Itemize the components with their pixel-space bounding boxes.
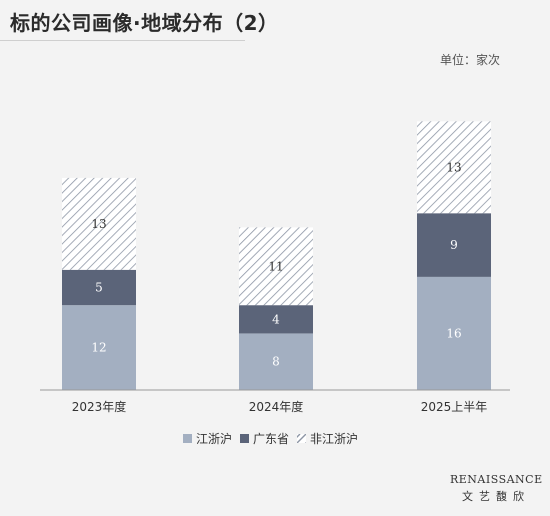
data-label: 8 bbox=[272, 355, 280, 369]
page-title: 标的公司画像·地域分布（2） bbox=[10, 11, 279, 35]
bar-segment-jiangzhehu bbox=[417, 276, 491, 390]
legend-label: 广东省 bbox=[253, 432, 290, 446]
logo-english: RENAISSANCE bbox=[450, 473, 543, 486]
bar-segment-non-jiangzhehu bbox=[62, 177, 136, 270]
legend-swatch-non-jiangzhehu bbox=[297, 434, 307, 443]
legend-item-jiangzhehu: 江浙沪 bbox=[183, 430, 232, 447]
data-label: 13 bbox=[91, 217, 106, 231]
bar-segment-guangdong bbox=[239, 305, 313, 334]
stacked-bar-chart: 12 5 13 2023年度 8 4 11 2024年度 16 9 13 2025上半年 bbox=[40, 121, 510, 414]
data-label: 9 bbox=[450, 238, 458, 252]
bar-segment-jiangzhehu bbox=[239, 333, 313, 390]
unit-label: 单位：家次 bbox=[440, 53, 501, 67]
legend-item-guangdong: 广东省 bbox=[240, 430, 289, 447]
x-tick-label: 2024年度 bbox=[249, 399, 304, 414]
legend: 江浙沪 广东省 非江浙沪 bbox=[183, 430, 366, 447]
data-label: 4 bbox=[272, 312, 280, 326]
logo-chinese: 文艺馥欣 bbox=[462, 490, 530, 503]
brand-logo: RENAISSANCE 文艺馥欣 bbox=[450, 473, 542, 504]
data-label: 11 bbox=[268, 259, 283, 273]
legend-swatch-jiangzhehu bbox=[183, 434, 192, 443]
data-label: 12 bbox=[91, 341, 106, 355]
x-tick-label: 2025上半年 bbox=[421, 400, 488, 414]
bar-segment-guangdong bbox=[417, 213, 491, 277]
bar-segment-guangdong bbox=[62, 269, 136, 306]
legend-label: 非江浙沪 bbox=[310, 432, 359, 446]
data-label: 13 bbox=[446, 160, 461, 174]
data-label: 16 bbox=[446, 326, 461, 340]
legend-label: 江浙沪 bbox=[196, 432, 233, 446]
bar-segment-non-jiangzhehu bbox=[417, 121, 491, 214]
data-label: 5 bbox=[95, 280, 103, 294]
x-tick-label: 2023年度 bbox=[72, 399, 127, 414]
legend-item-non-jiangzhehu: 非江浙沪 bbox=[297, 430, 358, 447]
bar-segment-jiangzhehu bbox=[62, 305, 136, 390]
title-divider bbox=[0, 40, 245, 41]
bar-segment-non-jiangzhehu bbox=[239, 227, 313, 306]
legend-swatch-guangdong bbox=[240, 434, 250, 443]
